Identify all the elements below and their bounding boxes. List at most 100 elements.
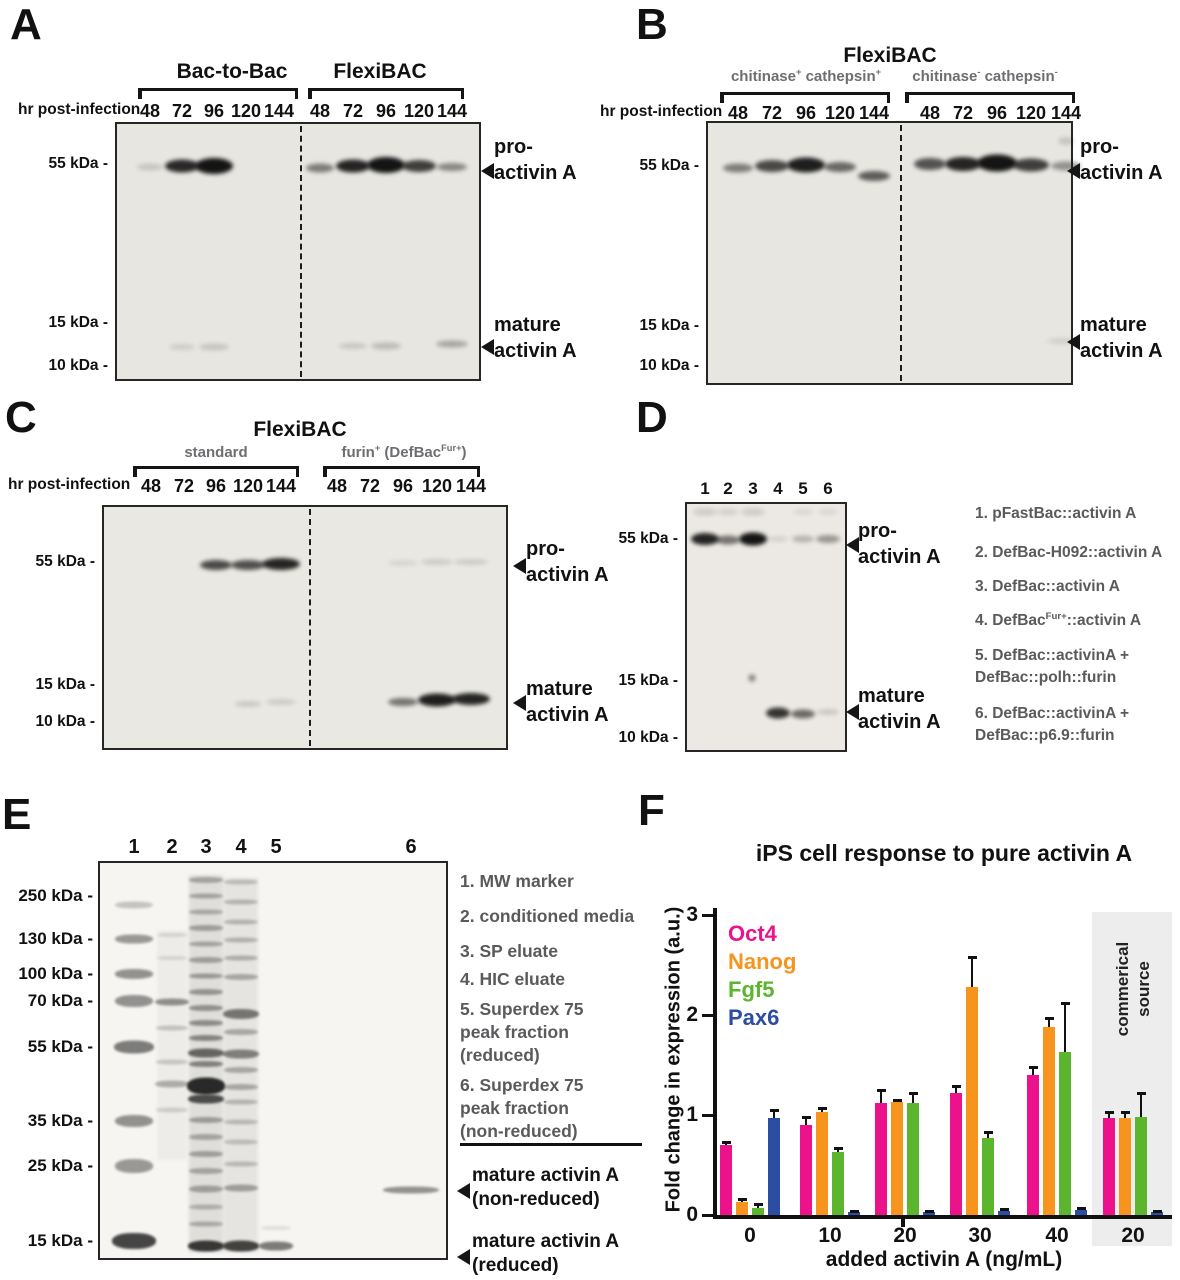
lane-label: 144 xyxy=(1050,103,1082,123)
marker-label: 10 kDa - xyxy=(35,713,95,730)
purification-legend-item: 1. MW marker xyxy=(460,871,574,891)
purification-legend-item: 3. SP eluate xyxy=(460,941,558,961)
row-label: hr post-infection xyxy=(8,476,131,493)
arrowhead-left-icon xyxy=(481,339,494,355)
gel-annotation: (non-reduced) xyxy=(472,1189,600,1210)
protein-band xyxy=(115,934,153,944)
lane-label: 48 xyxy=(140,476,162,496)
error-bar xyxy=(1031,1067,1035,1075)
error-bar-cap xyxy=(1044,1016,1054,1020)
protein-band xyxy=(115,901,153,909)
protein-band xyxy=(266,699,296,705)
panel-letter: E xyxy=(2,790,32,839)
lane-label: 120 xyxy=(824,103,856,123)
protein-band xyxy=(189,1061,223,1067)
error-bar-cap xyxy=(967,955,977,959)
lane-smear xyxy=(189,875,223,1252)
error-bar-cap xyxy=(849,1209,859,1213)
protein-band xyxy=(816,535,840,543)
error-bar-cap xyxy=(801,1115,811,1119)
protein-band xyxy=(169,344,195,350)
bar-nanog-30 xyxy=(966,987,978,1215)
blot-title: FlexiBAC xyxy=(843,44,937,67)
protein-band xyxy=(189,1185,223,1193)
error-bar-cap xyxy=(999,1207,1009,1211)
protein-band xyxy=(454,559,488,565)
protein-band xyxy=(914,158,946,170)
protein-band xyxy=(224,899,258,905)
lane-label: 96 xyxy=(392,476,414,496)
band-row-label: activin A xyxy=(526,564,609,586)
protein-band xyxy=(1047,338,1077,344)
protein-band xyxy=(189,1020,223,1026)
error-bar-cap xyxy=(1060,1001,1070,1005)
protein-band xyxy=(189,989,223,995)
protein-band xyxy=(977,154,1017,172)
error-bar xyxy=(836,1148,840,1152)
error-bar xyxy=(970,957,974,987)
protein-band xyxy=(339,343,367,349)
legend-item-nanog: Nanog xyxy=(728,949,797,974)
protein-band xyxy=(787,157,825,173)
band-row-label: activin A xyxy=(494,340,577,362)
marker-label: 15 kDa - xyxy=(35,676,95,693)
marker-label: 35 kDa - xyxy=(27,1111,93,1130)
protein-band xyxy=(388,560,418,566)
protein-band xyxy=(189,925,223,931)
band-row-label: mature xyxy=(858,685,925,707)
group-label: FlexiBAC xyxy=(333,60,427,83)
x-category-label: 40 xyxy=(1045,1224,1069,1247)
lane-label: 48 xyxy=(919,103,941,123)
bar-oct4-20 xyxy=(1103,1118,1115,1215)
lane-smear xyxy=(157,930,187,1160)
protein-band xyxy=(200,560,232,570)
protein-band xyxy=(223,1240,259,1252)
y-tick-label: 1 xyxy=(686,1103,698,1126)
protein-band xyxy=(157,933,187,937)
lane-label: 120 xyxy=(421,476,453,496)
protein-band xyxy=(1051,161,1081,171)
lane-label: 2 xyxy=(723,479,733,498)
protein-band xyxy=(388,698,418,706)
marker-label: 55 kDa - xyxy=(618,530,678,547)
purification-legend-item: 6. Superdex 75 peak fraction (non-reduced) xyxy=(460,1075,584,1141)
error-bar-cap xyxy=(721,1140,731,1144)
lane-label: 96 xyxy=(986,103,1008,123)
protein-band xyxy=(189,909,223,915)
protein-band xyxy=(766,707,790,719)
lane-label: 72 xyxy=(952,103,974,123)
blot-title: FlexiBAC xyxy=(253,418,347,441)
x-axis-label: added activin A (ng/mL) xyxy=(825,1248,1063,1271)
protein-band xyxy=(115,1115,153,1127)
error-bar-cap xyxy=(817,1106,827,1110)
band-row-label: activin A xyxy=(494,162,577,184)
lane-label: 96 xyxy=(203,101,225,121)
legend-item-pax6: Pax6 xyxy=(728,1005,780,1030)
lane-label: 72 xyxy=(359,476,381,496)
group-label: standard xyxy=(184,444,248,461)
protein-band xyxy=(791,709,815,719)
lane-divider-dashed xyxy=(900,125,902,381)
bar-nanog-10 xyxy=(816,1112,828,1215)
y-tick xyxy=(702,1213,713,1217)
protein-band xyxy=(452,693,490,705)
protein-band xyxy=(189,893,223,899)
arrowhead-left-icon xyxy=(457,1183,470,1199)
protein-band xyxy=(137,163,163,171)
protein-band xyxy=(336,159,370,173)
error-bar xyxy=(740,1199,744,1202)
error-bar-cap xyxy=(908,1091,918,1095)
construct-legend-item: 2. DefBac-H092::activin A xyxy=(975,544,1163,561)
group-label: Bac-to-Bac xyxy=(176,60,288,83)
protein-band xyxy=(224,1184,258,1192)
arrowhead-left-icon xyxy=(1067,334,1080,350)
lane-label: 4 xyxy=(773,479,783,498)
construct-legend-item: 6. DefBac::activinA + DefBac::p6.9::furin xyxy=(975,705,1130,744)
highlight-zone-label: commerical source xyxy=(1113,941,1153,1037)
arrowhead-left-icon xyxy=(846,537,859,553)
marker-label: 55 kDa - xyxy=(27,1037,93,1056)
protein-band xyxy=(262,558,300,570)
marker-label: 25 kDa - xyxy=(27,1156,93,1175)
marker-label: 130 kDa - xyxy=(18,929,93,948)
lane-label: 2 xyxy=(166,836,178,858)
